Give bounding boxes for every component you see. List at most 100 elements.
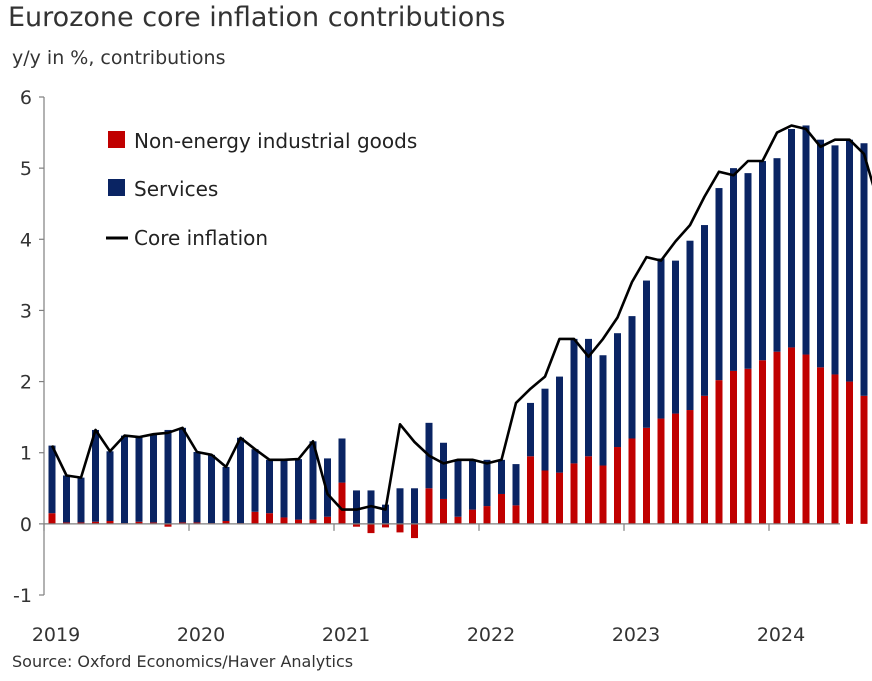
goods-bar [498,493,505,524]
y-tick-label: 4 [20,229,32,251]
services-bar [802,125,810,355]
goods-bar [106,521,114,524]
goods-bar [686,410,694,524]
services-bar [309,441,317,520]
goods-bar [396,523,404,533]
services-bar [251,449,259,512]
goods-bar [367,523,375,534]
services-bar [570,338,578,464]
goods-bar [730,370,737,524]
legend: Non-energy industrial goods Services Cor… [106,129,417,250]
services-bar [831,145,839,375]
goods-bar [251,511,259,524]
services-bar [382,504,389,524]
x-tick-label: 2023 [612,624,660,646]
services-bar [164,429,172,524]
goods-bar [628,438,636,524]
goods-bars [48,347,868,539]
services-bar [208,454,215,524]
legend-label-goods: Non-energy industrial goods [134,129,417,153]
goods-bar [48,513,56,524]
goods-bar [280,517,288,524]
goods-bar [469,509,476,524]
goods-bar [715,380,723,524]
services-bar [672,260,679,414]
core-inflation-line [50,124,872,511]
services-bar [759,161,766,361]
goods-bar [353,523,360,527]
y-tick-label: 6 [20,87,32,109]
goods-bar [541,470,549,524]
goods-bar [817,367,824,524]
services-bar [773,158,781,352]
services-bar [222,466,230,522]
services-bar [527,402,534,457]
goods-bar [425,488,433,524]
goods-bar [744,368,752,524]
services-bar [788,129,795,348]
legend-label-services: Services [134,177,218,201]
x-tick-label: 2019 [32,624,80,646]
services-bar [846,139,853,382]
y-tick-label: -1 [13,585,32,607]
services-bar [628,316,636,439]
goods-bar [527,456,534,524]
goods-bar [295,519,302,524]
services-bar [701,225,708,396]
chart-subtitle: y/y in %, contributions [12,47,226,69]
goods-bar [846,381,853,524]
services-bar [643,280,650,428]
services-bar [440,442,447,499]
services-bar [585,338,592,457]
services-bar [860,143,868,396]
goods-bar [860,395,868,524]
services-bar [266,459,273,514]
y-tick-label: 2 [20,372,32,394]
goods-bar [309,519,317,524]
services-bar [498,459,505,494]
goods-bar [338,482,346,524]
goods-bar [77,522,85,524]
goods-bar [179,522,186,524]
goods-bar [440,498,447,524]
services-bar [730,168,737,371]
services-bar [179,427,186,523]
legend-label-core: Core inflation [134,226,268,250]
goods-bar [411,523,418,539]
goods-bar [193,522,201,524]
services-bar [715,188,723,381]
goods-bar [788,347,795,524]
goods-bar [759,360,766,524]
goods-bar [222,521,230,524]
legend-swatch-services [108,179,125,196]
goods-bar [512,505,520,524]
services-bar [411,488,418,524]
services-bar [121,435,128,524]
goods-bar [382,523,389,528]
services-bar [469,459,476,510]
services-bar [280,459,288,518]
services-bar [92,429,99,522]
x-tick-label: 2020 [177,624,225,646]
goods-bar [802,354,810,524]
goods-bar [135,521,143,524]
goods-bar [831,374,839,524]
services-bar [817,139,824,368]
services-bar [657,258,665,419]
services-bar [599,355,607,466]
x-axis-ticks: 2019 2020 2021 2022 2023 2024 [32,523,805,646]
services-bar [614,333,621,448]
services-bar [150,434,157,523]
services-bar [63,475,70,523]
services-bar [48,445,56,514]
source-note: Source: Oxford Economics/Haver Analytics [12,652,354,671]
x-tick-label: 2021 [322,624,370,646]
x-tick-label: 2022 [467,624,515,646]
services-bar [106,451,114,522]
goods-bar [657,418,665,524]
services-bar [454,460,462,517]
services-bar [295,459,302,520]
goods-bar [773,351,781,524]
goods-bar [164,523,172,527]
services-bar [338,438,346,483]
